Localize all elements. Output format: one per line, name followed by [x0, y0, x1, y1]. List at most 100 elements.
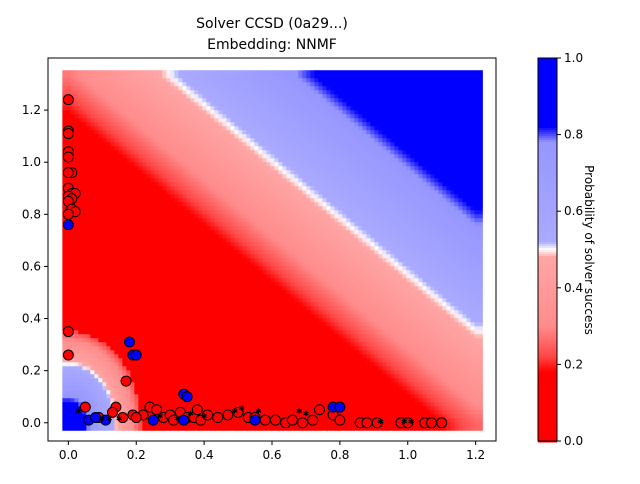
contour-cell [130, 102, 135, 107]
contour-cell [74, 358, 79, 363]
contour-cell [182, 378, 187, 383]
contour-cell [242, 178, 247, 183]
contour-cell [150, 266, 155, 271]
contour-cell [214, 370, 219, 375]
contour-cell [106, 246, 111, 251]
contour-cell [202, 170, 207, 175]
contour-cell [174, 298, 179, 303]
contour-cell [222, 170, 227, 175]
contour-cell [118, 398, 123, 403]
contour-cell [142, 346, 147, 351]
contour-cell [194, 194, 199, 199]
contour-cell [162, 90, 167, 95]
contour-cell [162, 390, 167, 395]
contour-cell [262, 202, 267, 207]
contour-cell [146, 390, 151, 395]
contour-cell [206, 146, 211, 151]
contour-cell [222, 114, 227, 119]
contour-cell [226, 370, 231, 375]
contour-cell [118, 262, 123, 267]
contour-cell [218, 266, 223, 271]
contour-cell [254, 270, 259, 275]
contour-cell [158, 170, 163, 175]
contour-cell [114, 290, 119, 295]
contour-cell [106, 210, 111, 215]
contour-cell [274, 250, 279, 255]
contour-cell [186, 330, 191, 335]
contour-cell [214, 342, 219, 347]
contour-cell [234, 362, 239, 367]
contour-cell [146, 326, 151, 331]
contour-cell [262, 186, 267, 191]
contour-cell [98, 194, 103, 199]
contour-cell [138, 78, 143, 83]
contour-cell [130, 210, 135, 215]
contour-cell [138, 178, 143, 183]
contour-cell [106, 290, 111, 295]
contour-cell [226, 158, 231, 163]
contour-cell [174, 398, 179, 403]
contour-cell [154, 206, 159, 211]
contour-cell [194, 358, 199, 363]
contour-cell [182, 382, 187, 387]
contour-cell [234, 98, 239, 103]
contour-cell [214, 238, 219, 243]
contour-cell [222, 74, 227, 79]
contour-cell [154, 214, 159, 219]
contour-cell [126, 82, 131, 87]
contour-cell [158, 110, 163, 115]
contour-cell [242, 406, 247, 411]
contour-cell [250, 382, 255, 387]
contour-cell [162, 326, 167, 331]
contour-cell [198, 306, 203, 311]
contour-cell [242, 386, 247, 391]
contour-cell [178, 290, 183, 295]
contour-cell [74, 98, 79, 103]
contour-cell [170, 234, 175, 239]
contour-cell [246, 82, 251, 87]
contour-cell [170, 350, 175, 355]
contour-cell [198, 390, 203, 395]
contour-cell [150, 254, 155, 259]
contour-cell [98, 334, 103, 339]
contour-cell [166, 250, 171, 255]
contour-cell [98, 302, 103, 307]
contour-cell [154, 74, 159, 79]
contour-cell [66, 278, 71, 283]
contour-cell [238, 94, 243, 99]
contour-cell [158, 118, 163, 123]
contour-cell [218, 118, 223, 123]
contour-cell [222, 234, 227, 239]
contour-cell [178, 318, 183, 323]
contour-cell [278, 330, 283, 335]
contour-cell [102, 346, 107, 351]
contour-cell [98, 382, 103, 387]
contour-cell [102, 294, 107, 299]
contour-cell [230, 118, 235, 123]
contour-cell [214, 258, 219, 263]
contour-cell [174, 142, 179, 147]
contour-cell [274, 194, 279, 199]
contour-cell [238, 82, 243, 87]
contour-cell [86, 118, 91, 123]
contour-cell [82, 426, 87, 431]
contour-cell [206, 226, 211, 231]
contour-cell [130, 186, 135, 191]
contour-cell [182, 278, 187, 283]
contour-cell [70, 78, 75, 83]
contour-cell [78, 314, 83, 319]
contour-cell [178, 354, 183, 359]
contour-cell [250, 86, 255, 91]
contour-cell [170, 226, 175, 231]
contour-cell [70, 338, 75, 343]
contour-cell [186, 222, 191, 227]
contour-cell [134, 378, 139, 383]
contour-cell [90, 102, 95, 107]
contour-cell [142, 250, 147, 255]
contour-cell [190, 310, 195, 315]
contour-cell [250, 366, 255, 371]
contour-cell [106, 318, 111, 323]
contour-cell [254, 398, 259, 403]
contour-cell [142, 262, 147, 267]
contour-cell [114, 162, 119, 167]
